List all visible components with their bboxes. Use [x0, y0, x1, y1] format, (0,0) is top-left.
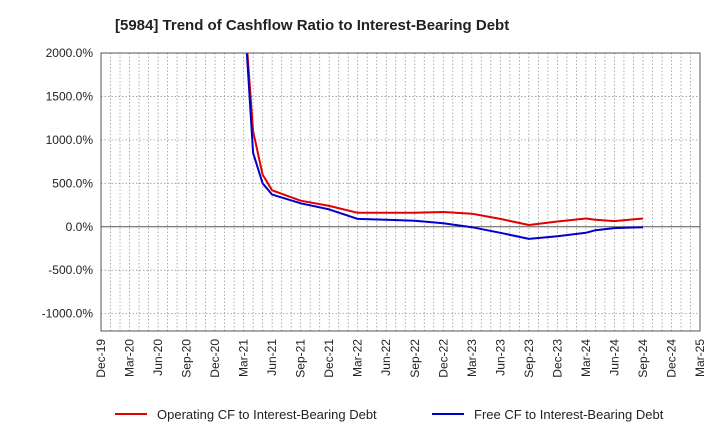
x-tick-label: Jun-23 — [493, 339, 507, 376]
x-tick-label: Dec-21 — [322, 339, 336, 378]
x-tick-label: Sep-23 — [522, 339, 536, 378]
y-tick-label: 2000.0% — [46, 46, 94, 60]
grid — [101, 52, 700, 331]
x-tick-label: Mar-25 — [693, 339, 707, 377]
x-tick-label: Sep-22 — [408, 339, 422, 378]
x-tick-label: Mar-21 — [237, 339, 251, 377]
x-tick-label: Mar-23 — [465, 339, 479, 377]
y-axis-ticks: 2000.0% 1500.0% 1000.0% 500.0% 0.0% -500.0% -1… — [42, 46, 94, 321]
series-line-operating-cf — [246, 53, 644, 226]
x-tick-label: Dec-24 — [664, 339, 678, 378]
x-tick-label: Mar-22 — [351, 339, 365, 377]
series-line-free-cf — [245, 53, 644, 240]
plot-frame — [100, 52, 701, 332]
x-tick-label: Dec-22 — [436, 339, 450, 378]
x-tick-label: Sep-24 — [636, 339, 650, 378]
x-tick-label: Dec-19 — [94, 339, 108, 378]
legend-label: Free CF to Interest-Bearing Debt — [474, 407, 664, 422]
x-tick-label: Sep-21 — [294, 339, 308, 378]
y-tick-label: 1500.0% — [46, 89, 94, 103]
x-tick-label: Mar-20 — [123, 339, 137, 377]
legend-label: Operating CF to Interest-Bearing Debt — [157, 407, 377, 422]
x-tick-label: Mar-24 — [579, 339, 593, 377]
x-axis-ticks: Dec-19 Mar-20 Jun-20 Sep-20 Dec-20 Mar-21 Jun-… — [94, 339, 707, 378]
y-tick-label: 500.0% — [52, 176, 93, 190]
x-tick-label: Jun-24 — [607, 339, 621, 376]
x-tick-label: Dec-20 — [208, 339, 222, 378]
x-tick-label: Jun-20 — [151, 339, 165, 376]
x-tick-label: Sep-20 — [180, 339, 194, 378]
x-tick-label: Jun-22 — [379, 339, 393, 376]
chart-title: [5984] Trend of Cashflow Ratio to Intere… — [115, 17, 509, 34]
y-tick-label: 1000.0% — [46, 133, 94, 147]
legend: Operating CF to Interest-Bearing Debt Fre… — [115, 407, 664, 422]
y-tick-label: -500.0% — [48, 263, 93, 277]
series-lines — [245, 53, 644, 240]
x-tick-label: Jun-21 — [265, 339, 279, 376]
y-tick-label: -1000.0% — [42, 307, 94, 321]
x-tick-label: Dec-23 — [550, 339, 564, 378]
y-tick-label: 0.0% — [66, 220, 94, 234]
